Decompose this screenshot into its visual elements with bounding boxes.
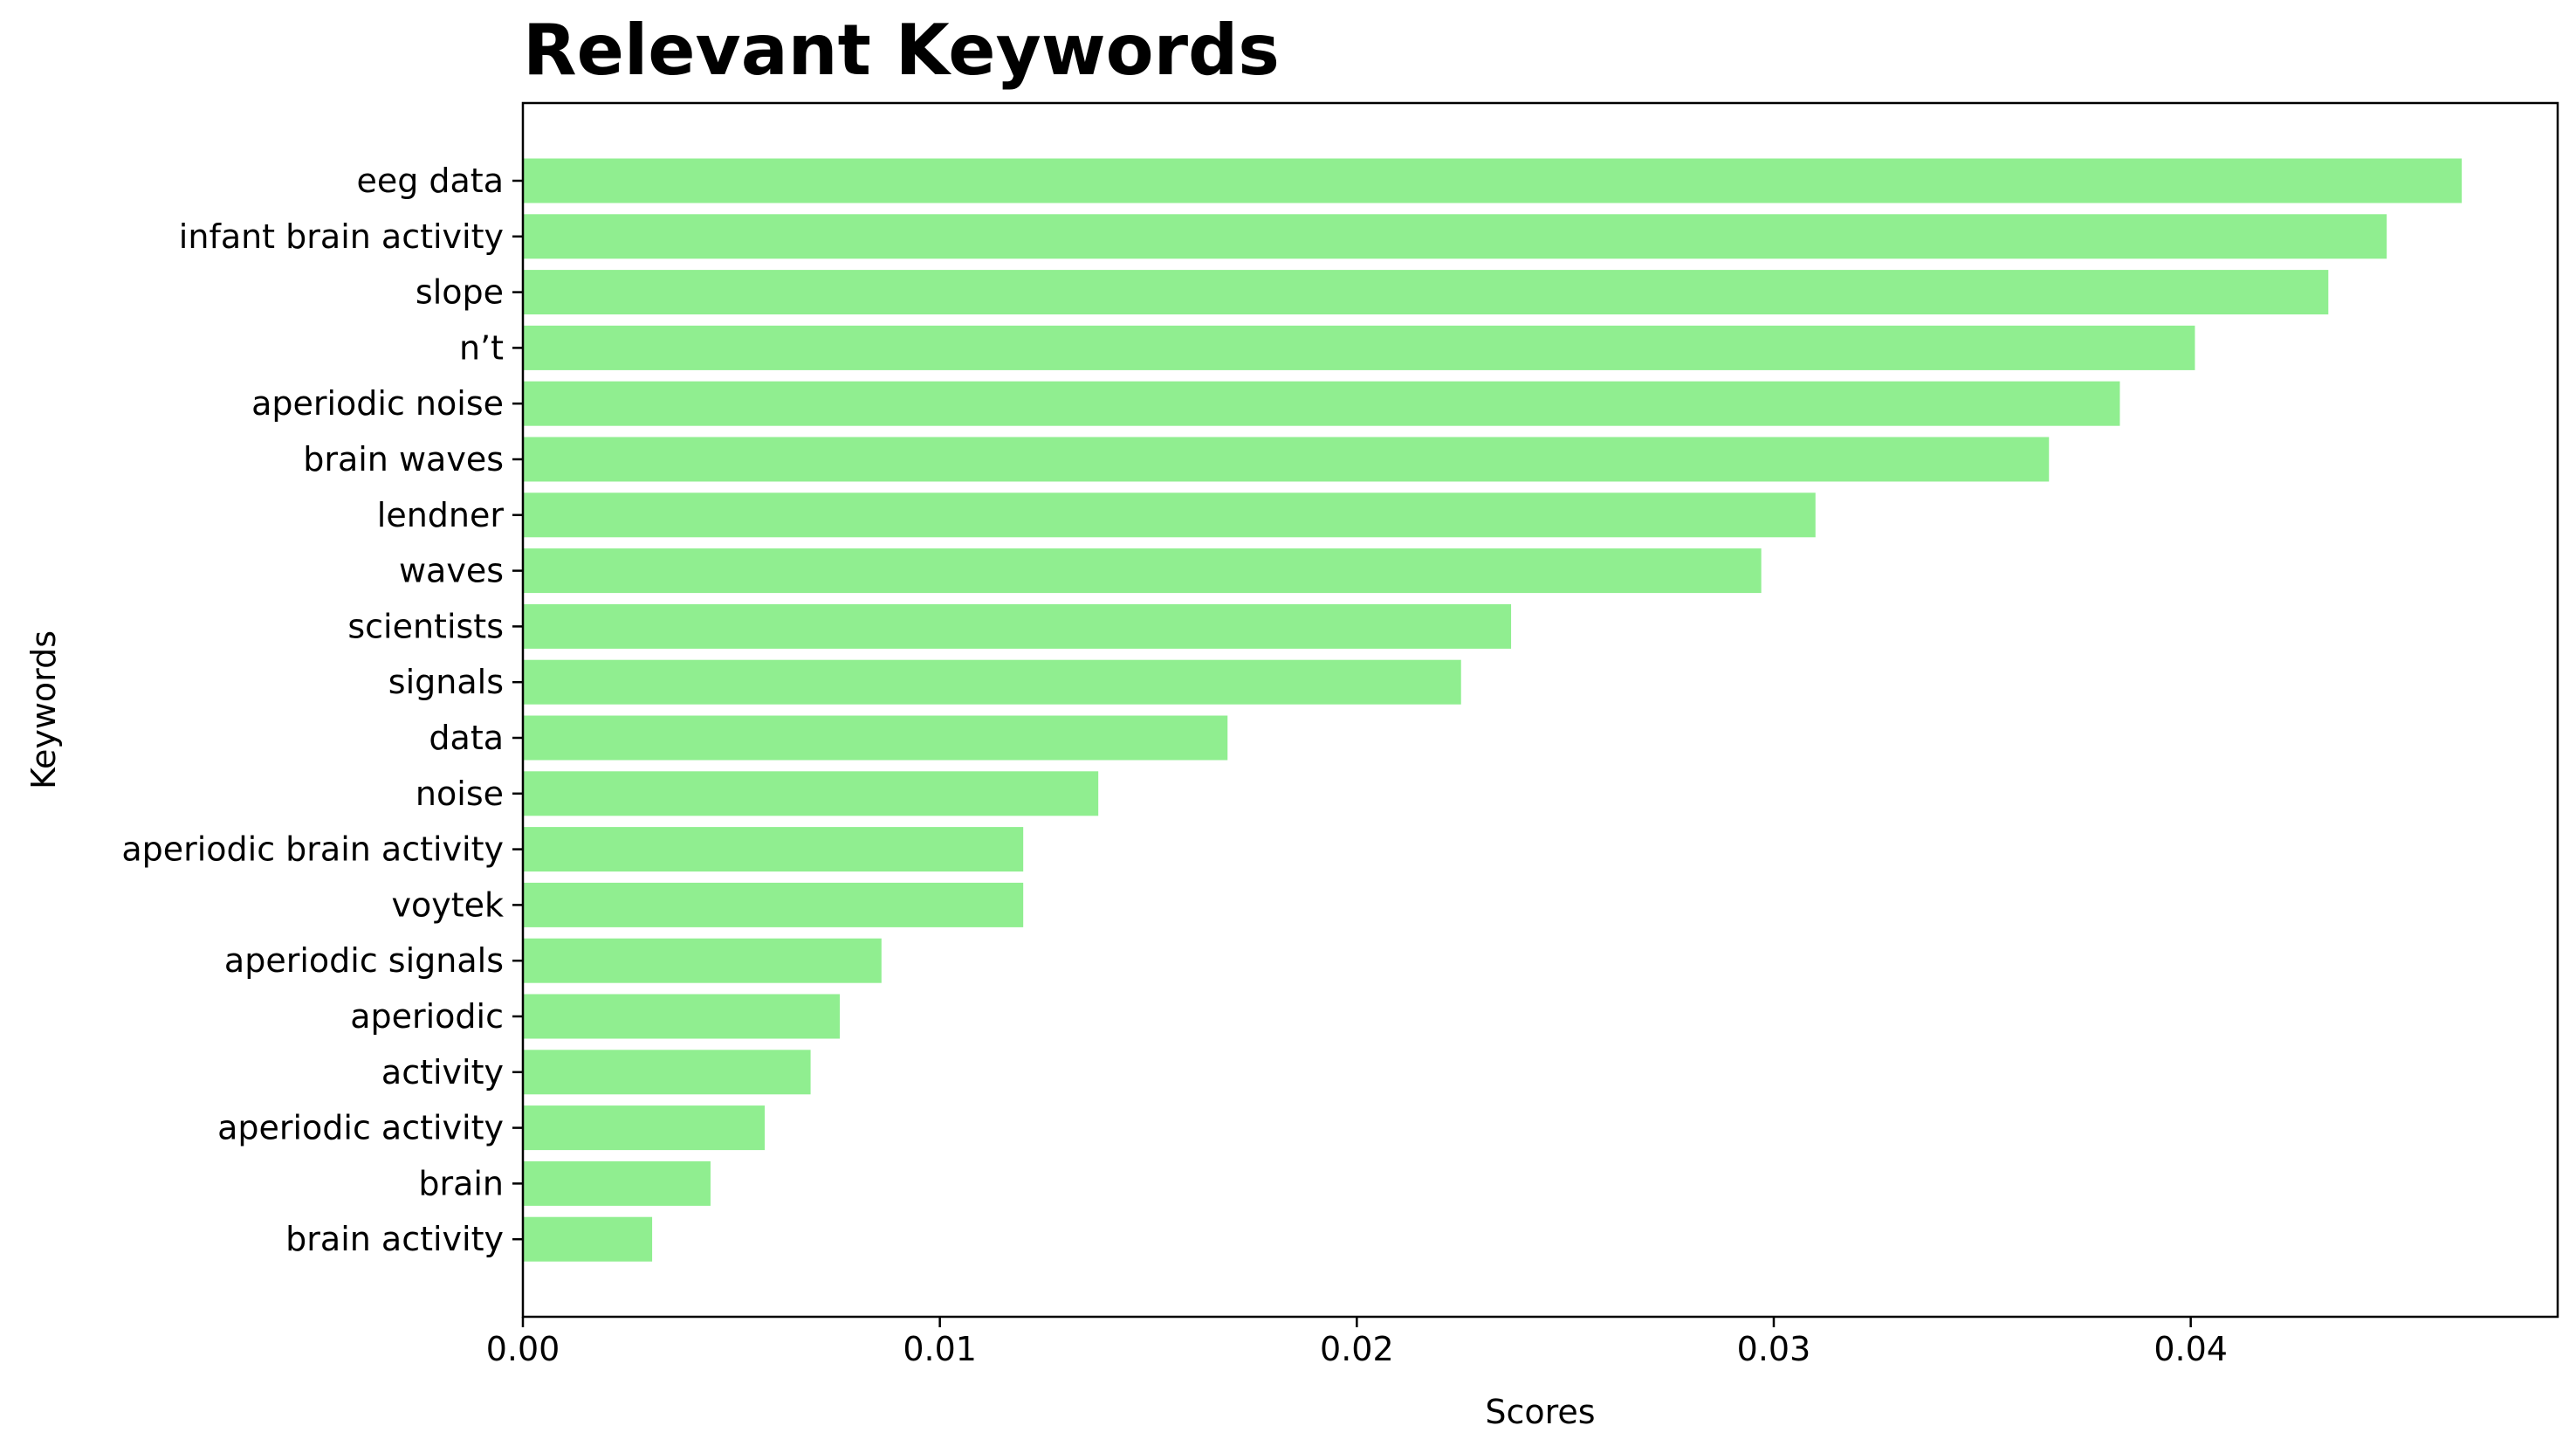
bar	[523, 827, 1024, 872]
x-tick-label: 0.04	[2154, 1330, 2228, 1368]
y-tick-label: waves	[399, 552, 504, 590]
y-tick-label: aperiodic signals	[224, 941, 504, 980]
bar	[523, 603, 1512, 649]
bar	[523, 437, 2050, 482]
y-tick-label: scientists	[347, 607, 504, 645]
x-tick-label: 0.00	[486, 1330, 560, 1368]
bar	[523, 214, 2387, 259]
y-tick-label: aperiodic noise	[251, 384, 504, 423]
y-tick-label: n’t	[459, 328, 504, 367]
bar	[523, 1105, 766, 1151]
y-tick-label: slope	[416, 273, 504, 312]
bar	[523, 492, 1816, 538]
bar	[523, 882, 1024, 927]
bar	[523, 1050, 811, 1095]
y-tick-label: activity	[381, 1053, 504, 1091]
bar	[523, 325, 2195, 370]
y-tick-label: infant brain activity	[179, 217, 504, 256]
y-axis-label: Keywords	[24, 630, 63, 789]
x-axis-ticks: 0.00 0.01 0.02 0.03 0.04	[486, 1317, 2228, 1368]
y-tick-label: brain	[418, 1164, 504, 1202]
bar	[523, 715, 1228, 761]
y-tick-label: lendner	[377, 496, 505, 534]
bar	[523, 1216, 653, 1262]
chart-title: Relevant Keywords	[523, 10, 1280, 91]
y-tick-label: aperiodic activity	[217, 1109, 504, 1147]
bar	[523, 1160, 711, 1206]
bar	[523, 771, 1099, 816]
y-tick-label: aperiodic brain activity	[121, 830, 504, 869]
x-tick-label: 0.03	[1737, 1330, 1811, 1368]
y-tick-label: signals	[388, 663, 504, 701]
y-tick-label: voytek	[391, 885, 504, 924]
y-axis-ticks: eeg data infant brain activity slope n’t ape…	[121, 162, 523, 1258]
bar	[523, 659, 1461, 705]
bar	[523, 994, 841, 1039]
bar	[523, 381, 2120, 426]
x-tick-label: 0.01	[903, 1330, 977, 1368]
bars-group	[523, 158, 2463, 1262]
y-tick-label: data	[429, 719, 504, 757]
plot-frame	[521, 101, 2559, 1319]
x-tick-label: 0.02	[1320, 1330, 1394, 1368]
y-tick-label: eeg data	[356, 162, 504, 200]
y-tick-label: brain activity	[285, 1220, 504, 1258]
bar	[523, 938, 882, 983]
y-tick-label: brain waves	[303, 440, 504, 479]
x-axis-label: Scores	[1485, 1393, 1595, 1431]
y-tick-label: aperiodic	[350, 997, 504, 1036]
bar	[523, 548, 1762, 594]
bar	[523, 270, 2329, 315]
y-tick-label: noise	[416, 775, 504, 813]
bar	[523, 158, 2463, 203]
